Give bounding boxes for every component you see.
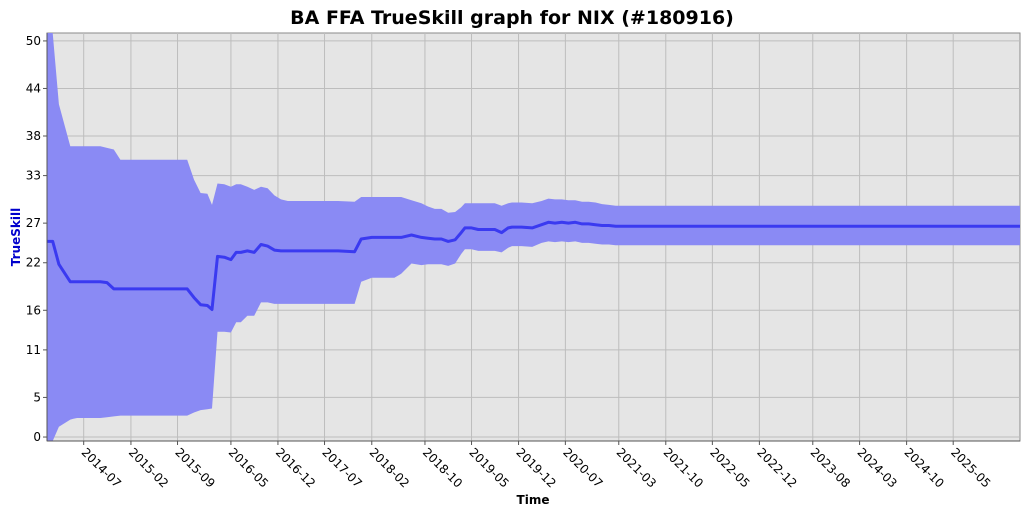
y-tick-label: 44 <box>26 81 41 95</box>
x-tick-label: 2024-10 <box>901 445 946 490</box>
x-tick-label: 2024-03 <box>854 445 899 490</box>
y-tick-label: 27 <box>26 216 41 230</box>
x-tick-label: 2020-07 <box>560 445 605 490</box>
chart-title: BA FFA TrueSkill graph for NIX (#180916) <box>290 7 734 29</box>
y-tick-label: 11 <box>26 343 41 357</box>
y-axis-label: TrueSkill <box>9 208 23 266</box>
trueskill-line <box>47 220 1020 311</box>
x-tick-label: 2018-02 <box>367 445 412 490</box>
x-axis-label: Time <box>517 493 550 507</box>
uncertainty-band <box>47 33 1020 441</box>
y-tick-label: 33 <box>26 169 41 183</box>
y-tick-label: 50 <box>26 34 41 48</box>
y-axis-ticks: 0 5 11 16 22 27 33 38 44 50 <box>26 34 47 444</box>
x-tick-label: 2021-10 <box>661 445 706 490</box>
x-tick-label: 2015-02 <box>126 445 171 490</box>
x-tick-label: 2016-05 <box>226 445 271 490</box>
y-tick-label: 22 <box>26 256 41 270</box>
y-tick-label: 16 <box>26 303 41 317</box>
x-tick-label: 2018-10 <box>420 445 465 490</box>
x-tick-label: 2015-09 <box>172 445 217 490</box>
y-tick-label: 5 <box>33 390 41 404</box>
y-tick-label: 0 <box>33 430 41 444</box>
x-tick-label: 2022-12 <box>754 445 799 490</box>
x-tick-label: 2019-05 <box>466 445 511 490</box>
x-axis-ticks: 2014-07 2015-02 2015-09 2016-05 2016-12 2017-… <box>79 441 993 491</box>
x-tick-label: 2017-07 <box>319 445 364 490</box>
x-tick-label: 2022-05 <box>707 445 752 490</box>
y-tick-label: 38 <box>26 129 41 143</box>
x-tick-label: 2019-12 <box>513 445 558 490</box>
x-tick-label: 2014-07 <box>79 445 124 490</box>
x-tick-label: 2025-05 <box>948 445 993 490</box>
x-tick-label: 2021-03 <box>614 445 659 490</box>
x-tick-label: 2023-08 <box>808 445 853 490</box>
x-tick-label: 2016-12 <box>273 445 318 490</box>
